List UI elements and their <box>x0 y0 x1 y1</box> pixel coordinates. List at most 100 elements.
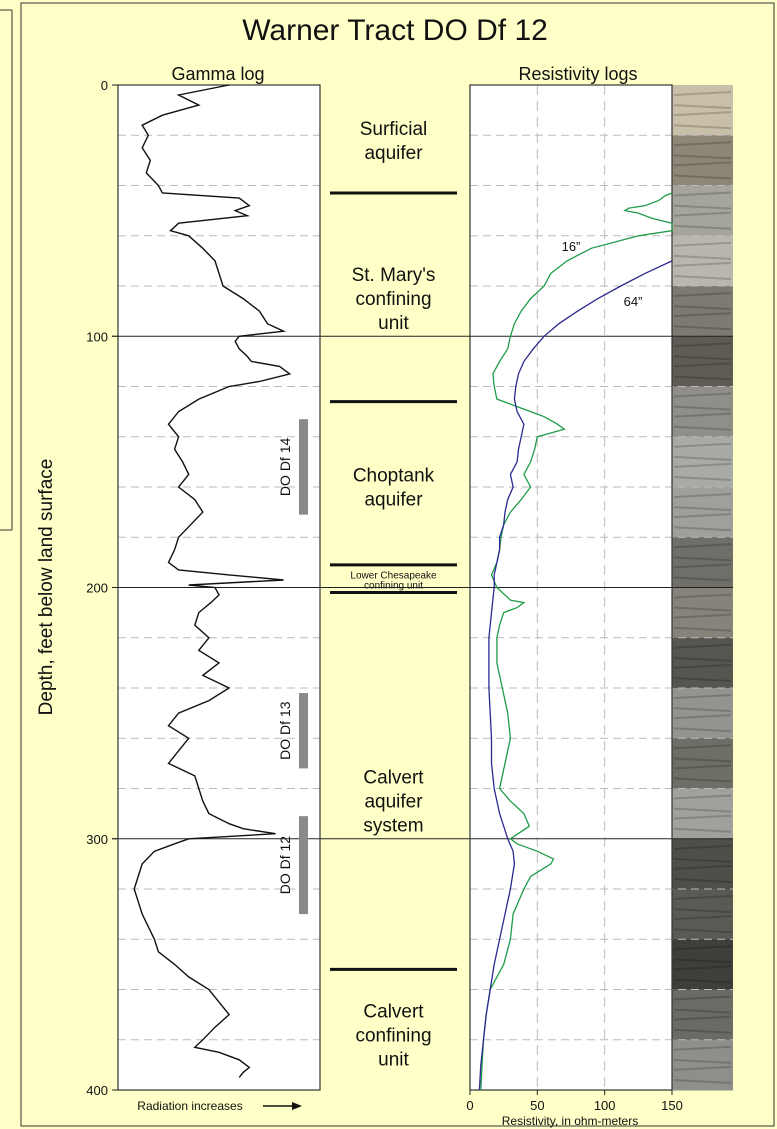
figure-border <box>20 2 775 1127</box>
core-photo-texture <box>673 405 732 411</box>
core-photo-texture <box>673 141 732 147</box>
core-photo-texture <box>673 606 732 612</box>
core-photo-texture <box>673 111 732 117</box>
unit-label-line: aquifer <box>364 143 423 164</box>
core-photo-texture <box>673 613 732 619</box>
core-photo-texture <box>673 375 732 381</box>
core-photo-texture <box>673 656 732 662</box>
core-photo-texture <box>673 254 732 260</box>
core-photo-texture <box>673 174 732 180</box>
core-photo-texture <box>673 124 732 130</box>
core-photo-segment <box>672 436 733 488</box>
core-photo-texture <box>673 556 732 562</box>
core-photo-segment <box>672 587 733 639</box>
core-photo-texture <box>673 305 732 311</box>
unit-label: Surficial aquifer <box>360 119 428 164</box>
core-photo-texture <box>673 355 732 361</box>
resistivity-panel-border <box>469 84 673 1091</box>
core-photo-texture <box>673 757 732 763</box>
core-photo-texture <box>673 1008 732 1014</box>
core-photo-texture <box>673 241 732 247</box>
resistivity-x-tick-label: 0 <box>466 1098 473 1113</box>
well-screen-label: DO Df 13 <box>277 701 293 760</box>
core-photo-texture <box>673 1028 732 1034</box>
well-screen-bar <box>299 693 308 769</box>
core-photo-texture <box>673 714 732 720</box>
well-screen-label: DO Df 12 <box>277 836 293 895</box>
core-photo-texture <box>673 827 732 833</box>
core-photo-texture <box>673 877 732 883</box>
series-label-16: 16” <box>562 239 581 254</box>
core-photo-texture <box>673 915 732 921</box>
depth-tick-label: 0 <box>101 78 108 93</box>
gamma-log-line <box>133 84 292 1078</box>
unit-label-line: unit <box>378 313 409 334</box>
core-photo-texture <box>673 995 732 1001</box>
unit-label-line: Calvert <box>363 1001 424 1022</box>
unit-label-line: unit <box>378 1049 409 1070</box>
unit-label: St. Mary's confining unit <box>352 265 436 334</box>
core-photo-texture <box>673 593 732 599</box>
unit-label-line: St. Mary's <box>352 265 436 286</box>
core-photo-texture <box>673 261 732 267</box>
core-photo-segment <box>672 386 733 438</box>
core-photo-texture <box>673 475 732 481</box>
chart-title: Warner Tract DO Df 12 <box>242 14 548 47</box>
core-photo-texture <box>673 844 732 850</box>
unit-label-line: aquifer <box>364 792 423 813</box>
core-photo-texture <box>673 543 732 549</box>
core-photo-segment <box>672 487 733 538</box>
core-photo-texture <box>673 274 732 280</box>
core-photo-texture <box>673 392 732 398</box>
unit-label: Choptank aquifer <box>353 466 435 511</box>
core-photo-segment <box>672 788 733 840</box>
core-photo-texture <box>673 777 732 783</box>
core-photo-segment <box>672 135 733 186</box>
core-photo-texture <box>673 727 732 733</box>
core-photo-texture <box>673 945 732 951</box>
core-photo-texture <box>673 1058 732 1064</box>
well-screen-label: DO Df 14 <box>277 438 293 497</box>
resistivity-series-line <box>478 260 673 1091</box>
core-photo-texture <box>673 154 732 160</box>
core-photo-segment <box>672 889 733 940</box>
core-photo-texture <box>673 224 732 230</box>
core-photo-segment <box>672 286 733 337</box>
core-photo-texture <box>673 506 732 512</box>
core-photo-segment <box>672 637 733 689</box>
core-photo-texture <box>673 455 732 461</box>
unit-label-line: Calvert <box>363 768 424 789</box>
core-photo-texture <box>673 292 732 298</box>
core-photo-texture <box>673 978 732 984</box>
right-arrow-icon-head <box>292 1102 302 1110</box>
core-photo-texture <box>673 104 732 110</box>
core-photo-segment <box>672 235 733 287</box>
depth-tick-label: 100 <box>86 329 108 344</box>
core-photo-texture <box>673 362 732 368</box>
depth-tick-label: 200 <box>86 581 108 596</box>
resistivity-x-tick-label: 150 <box>661 1098 683 1113</box>
core-photo-texture <box>673 342 732 348</box>
resistivity-x-tick-label: 100 <box>594 1098 616 1113</box>
core-photo-texture <box>673 814 732 820</box>
resistivity-x-tick-label: 50 <box>530 1098 544 1113</box>
core-photo-texture <box>673 895 732 901</box>
core-photo-texture <box>673 794 732 800</box>
core-photo-texture <box>673 958 732 964</box>
gamma-panel-title: Gamma log <box>171 64 264 84</box>
core-photo-texture <box>673 513 732 519</box>
core-photo-texture <box>673 643 732 649</box>
resistivity-panel-title: Resistivity logs <box>518 64 637 84</box>
core-photo-texture <box>673 807 732 813</box>
unit-label-line: Choptank <box>353 466 435 487</box>
resistivity-series-line <box>480 192 673 1091</box>
y-axis-label: Depth, feet below land surface <box>36 459 57 716</box>
unit-label-small: Lower Chesapeake confining unit <box>350 570 437 591</box>
core-photo-texture <box>673 928 732 934</box>
depth-tick-label: 300 <box>86 832 108 847</box>
unit-label: Calvert aquifer system <box>363 768 424 837</box>
core-photo-segment <box>672 989 733 1041</box>
core-photo-texture <box>673 312 732 318</box>
